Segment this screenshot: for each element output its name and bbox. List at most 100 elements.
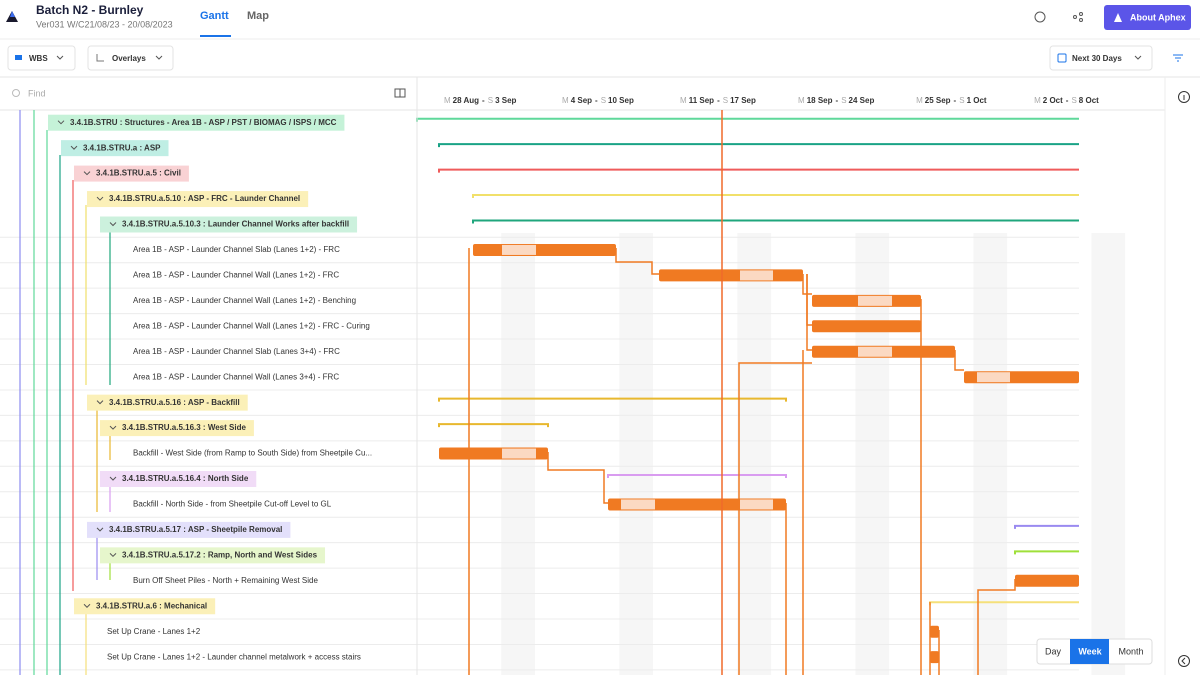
summary-bar [438, 168, 1079, 173]
wbs-label: 3.4.1B.STRU.a.5.16 : ASP - Backfill [109, 398, 240, 407]
wbs-box [100, 471, 257, 487]
wbs-box [87, 394, 248, 411]
overlays-icon [96, 54, 104, 62]
week-part: M [916, 96, 923, 105]
dependency [547, 452, 608, 504]
collapse-icon[interactable] [1178, 655, 1190, 667]
search-icon [12, 89, 20, 97]
filter-icon[interactable] [1173, 54, 1183, 62]
wbs-label: 3.4.1B.STRU : Structures - Area 1B - ASP… [70, 118, 337, 127]
summary-bar [472, 194, 1079, 199]
task-bar [930, 625, 939, 638]
range-label: Next 30 Days [1072, 54, 1122, 63]
wbs-label: 3.4.1B.STRU.a.6 : Mechanical [96, 601, 207, 610]
week-part: S [488, 96, 493, 105]
week-part: S [959, 96, 964, 105]
non-working [502, 244, 536, 255]
range-button[interactable] [1049, 45, 1153, 71]
wbs-box [100, 216, 358, 233]
task-label: Backfill - North Side - from Sheetpile C… [133, 500, 332, 509]
summary-bar [1014, 550, 1079, 555]
summary-bar [472, 219, 1079, 224]
help-icon[interactable] [1034, 11, 1046, 23]
summary-bar [438, 397, 787, 402]
task-bar [812, 320, 921, 333]
chevron [1134, 55, 1142, 60]
week-part: M [1034, 96, 1041, 105]
week-part: S [1071, 96, 1076, 105]
week-part: 28 Aug [453, 96, 479, 105]
wbs-box [100, 420, 254, 437]
week-part: S [841, 96, 846, 105]
zoom-day[interactable]: Day [1045, 646, 1062, 656]
task-label: Area 1B - ASP - Launder Channel Wall (La… [133, 372, 339, 381]
zoom-month[interactable]: Month [1118, 646, 1143, 656]
task-label: Set Up Crane - Lanes 1+2 - Launder chann… [107, 652, 361, 661]
week-part: S [601, 96, 606, 105]
task-bar [659, 269, 803, 282]
summary-bar [416, 117, 1079, 122]
task-label: Area 1B - ASP - Launder Channel Slab (La… [133, 245, 340, 254]
week-part: - [836, 96, 839, 105]
wbs-box [61, 140, 169, 157]
week-part: - [954, 96, 957, 105]
week-part: 24 Sep [849, 96, 875, 105]
chevron [83, 603, 91, 608]
about-button[interactable] [1104, 5, 1191, 30]
wbs-label: 3.4.1B.STRU.a.5.16.4 : North Side [122, 474, 249, 483]
summary-bar [1014, 524, 1079, 529]
non-working [740, 270, 773, 281]
wbs-button[interactable] [7, 45, 76, 71]
task-label: Area 1B - ASP - Launder Channel Wall (La… [133, 296, 356, 305]
chevron [155, 55, 163, 60]
share-icon[interactable] [1073, 12, 1083, 22]
search-input[interactable]: Find [28, 88, 46, 98]
wbs-label: 3.4.1B.STRU.a.5.10 : ASP - FRC - Launder… [109, 194, 300, 203]
overlays-button[interactable] [87, 45, 174, 71]
dependency [615, 248, 659, 275]
calendar-icon [1057, 53, 1067, 63]
dependency [954, 350, 964, 371]
week-part: M [562, 96, 569, 105]
summary-bar [607, 474, 787, 478]
week-part: S [723, 96, 728, 105]
chevron [83, 171, 91, 176]
dependency [738, 362, 812, 675]
week-label: M 25 Sep - S 1 Oct [916, 96, 987, 105]
tab[interactable]: Gantt [200, 10, 229, 22]
week-part: 17 Sep [730, 96, 756, 105]
wbs-label: 3.4.1B.STRU.a.5.10.3 : Launder Channel W… [122, 220, 349, 229]
task-label: Area 1B - ASP - Launder Channel Wall (La… [133, 271, 339, 280]
week-part: 18 Sep [807, 96, 833, 105]
about-label: About Aphex [1130, 12, 1186, 22]
wbs-label: WBS [29, 54, 48, 63]
chevron [109, 222, 117, 227]
non-working [858, 295, 892, 306]
logo-accent [10, 11, 15, 17]
tab[interactable]: Map [247, 10, 269, 22]
non-working [502, 448, 536, 459]
wbs-label: 3.4.1B.STRU.a.5.17 : ASP - Sheetpile Rem… [109, 525, 282, 534]
dependency [806, 274, 812, 351]
overlays-label: Overlays [112, 54, 146, 63]
wbs-box [87, 191, 309, 208]
wbs-icon [15, 55, 22, 60]
task-bar [473, 243, 616, 256]
wbs-label: 3.4.1B.STRU.a.5.17.2 : Ramp, North and W… [122, 550, 318, 559]
week-part: - [595, 96, 598, 105]
task-label: Burn Off Sheet Piles - North + Remaining… [133, 576, 318, 585]
week-part: 4 Sep [571, 96, 592, 105]
non-working [740, 499, 773, 510]
title: Batch N2 - Burnley [36, 3, 144, 17]
wbs-box [87, 521, 291, 538]
info-icon[interactable] [1178, 91, 1190, 103]
task-label: Set Up Crane - Lanes 1+2 [107, 627, 201, 636]
zoom-week[interactable]: Week [1078, 646, 1102, 656]
collapse-arrow [1181, 657, 1186, 665]
wbs-box [74, 598, 216, 615]
tab-underline [200, 35, 231, 37]
chevron [109, 552, 117, 558]
